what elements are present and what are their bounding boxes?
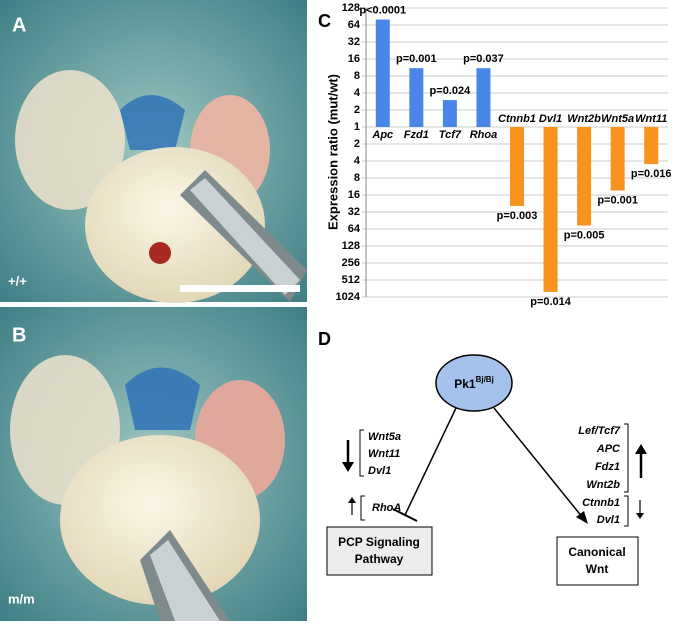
- y-tick-label: 4: [354, 87, 361, 99]
- category-label: Dvl1: [539, 113, 562, 125]
- category-label: Ctnnb1: [498, 113, 536, 125]
- bar: [610, 127, 625, 191]
- panel-letter: C: [318, 11, 331, 31]
- y-tick-label: 8: [354, 70, 360, 82]
- p-value: p=0.014: [530, 296, 572, 308]
- photo-a: [0, 0, 307, 303]
- box-label: Canonical: [568, 545, 625, 559]
- y-tick-label: 1: [354, 121, 360, 133]
- gene-label: RhoA: [372, 502, 401, 514]
- arrow: [493, 407, 584, 519]
- gene-label: Dvl1: [597, 514, 620, 526]
- p-value: p=0.001: [396, 53, 437, 65]
- box: [556, 536, 639, 586]
- category-label: Wnt2b: [567, 113, 601, 125]
- y-tick-label: 32: [348, 206, 360, 218]
- bar: [644, 127, 659, 165]
- y-tick-label: 64: [348, 223, 361, 235]
- gene-label: Wnt2b: [586, 479, 620, 491]
- bar: [442, 100, 457, 127]
- p-value: p=0.003: [497, 210, 538, 222]
- panel-letter: B: [12, 324, 26, 346]
- genotype-label: +/+: [8, 273, 27, 288]
- y-tick-label: 256: [342, 257, 360, 269]
- inhibit-bar: [392, 508, 418, 522]
- gene-label: Dvl1: [368, 465, 391, 477]
- bar: [375, 19, 390, 127]
- inhibit-line: [404, 407, 457, 516]
- y-tick-label: 64: [348, 19, 361, 31]
- gene-label: Wnt11: [368, 448, 400, 460]
- node: [435, 354, 513, 412]
- panel-letter: A: [12, 14, 26, 36]
- p-value: p=0.024: [430, 85, 472, 97]
- box-label: Pathway: [355, 552, 404, 566]
- y-tick-label: 128: [342, 240, 360, 252]
- bar: [409, 68, 424, 127]
- y-tick-label: 512: [342, 274, 360, 286]
- gene-label: Wnt5a: [368, 431, 401, 443]
- p-value: p=0.016: [631, 168, 672, 180]
- bar: [510, 127, 524, 206]
- node-label: Pk1Bj/Bj: [454, 375, 494, 391]
- box-label: Wnt: [586, 562, 609, 576]
- arrow-head: [636, 513, 644, 519]
- y-axis-label: Expression ratio (mut/wt): [325, 74, 340, 230]
- y-tick-label: 32: [348, 36, 360, 48]
- y-tick-label: 1024: [336, 291, 361, 303]
- y-tick-label: 16: [348, 189, 360, 201]
- node-text: Pk1: [454, 377, 476, 391]
- y-tick-label: 2: [354, 104, 360, 116]
- genotype-label: m/m: [8, 591, 35, 606]
- diagram: D Pk1Bj/Bj: [318, 329, 647, 586]
- chart: C Expression ratio (mut/wt) 128643216842…: [318, 2, 672, 308]
- gene-label: Fdz1: [595, 461, 620, 473]
- bracket: [624, 423, 629, 493]
- arrow-head: [576, 511, 588, 524]
- bar: [543, 127, 558, 292]
- node-sup: Bj/Bj: [476, 375, 494, 384]
- gene-label: APC: [596, 443, 621, 455]
- category-label: Wnt5a: [601, 113, 634, 125]
- category-label: Tcf7: [439, 129, 462, 141]
- p-value: p=0.005: [564, 229, 605, 241]
- photo-b: [0, 307, 307, 621]
- arrow-head: [342, 462, 354, 472]
- bar: [476, 68, 491, 127]
- box: [326, 526, 433, 576]
- category-label: Fzd1: [404, 129, 429, 141]
- arrow-head: [348, 497, 356, 503]
- category-label: Apc: [371, 129, 393, 141]
- y-tick-label: 128: [342, 2, 360, 14]
- p-value: p<0.0001: [359, 4, 406, 16]
- bracket: [359, 429, 364, 477]
- y-tick-label: 16: [348, 53, 360, 65]
- arrow-head: [635, 444, 647, 454]
- y-tick-label: 8: [354, 172, 360, 184]
- category-label: Wnt11: [635, 113, 667, 125]
- gene-label: Ctnnb1: [582, 497, 620, 509]
- category-label: Rhoa: [470, 129, 498, 141]
- y-tick-label: 4: [354, 155, 361, 167]
- y-tick-label: 2: [354, 138, 360, 150]
- gene-label: Lef/Tcf7: [578, 425, 621, 437]
- p-value: p=0.037: [463, 53, 504, 65]
- bracket: [624, 495, 629, 527]
- bar: [577, 127, 592, 226]
- panel-letter: D: [318, 329, 331, 349]
- box-label: PCP Signaling: [338, 535, 420, 549]
- p-value: p=0.001: [597, 194, 638, 206]
- bracket: [360, 495, 365, 521]
